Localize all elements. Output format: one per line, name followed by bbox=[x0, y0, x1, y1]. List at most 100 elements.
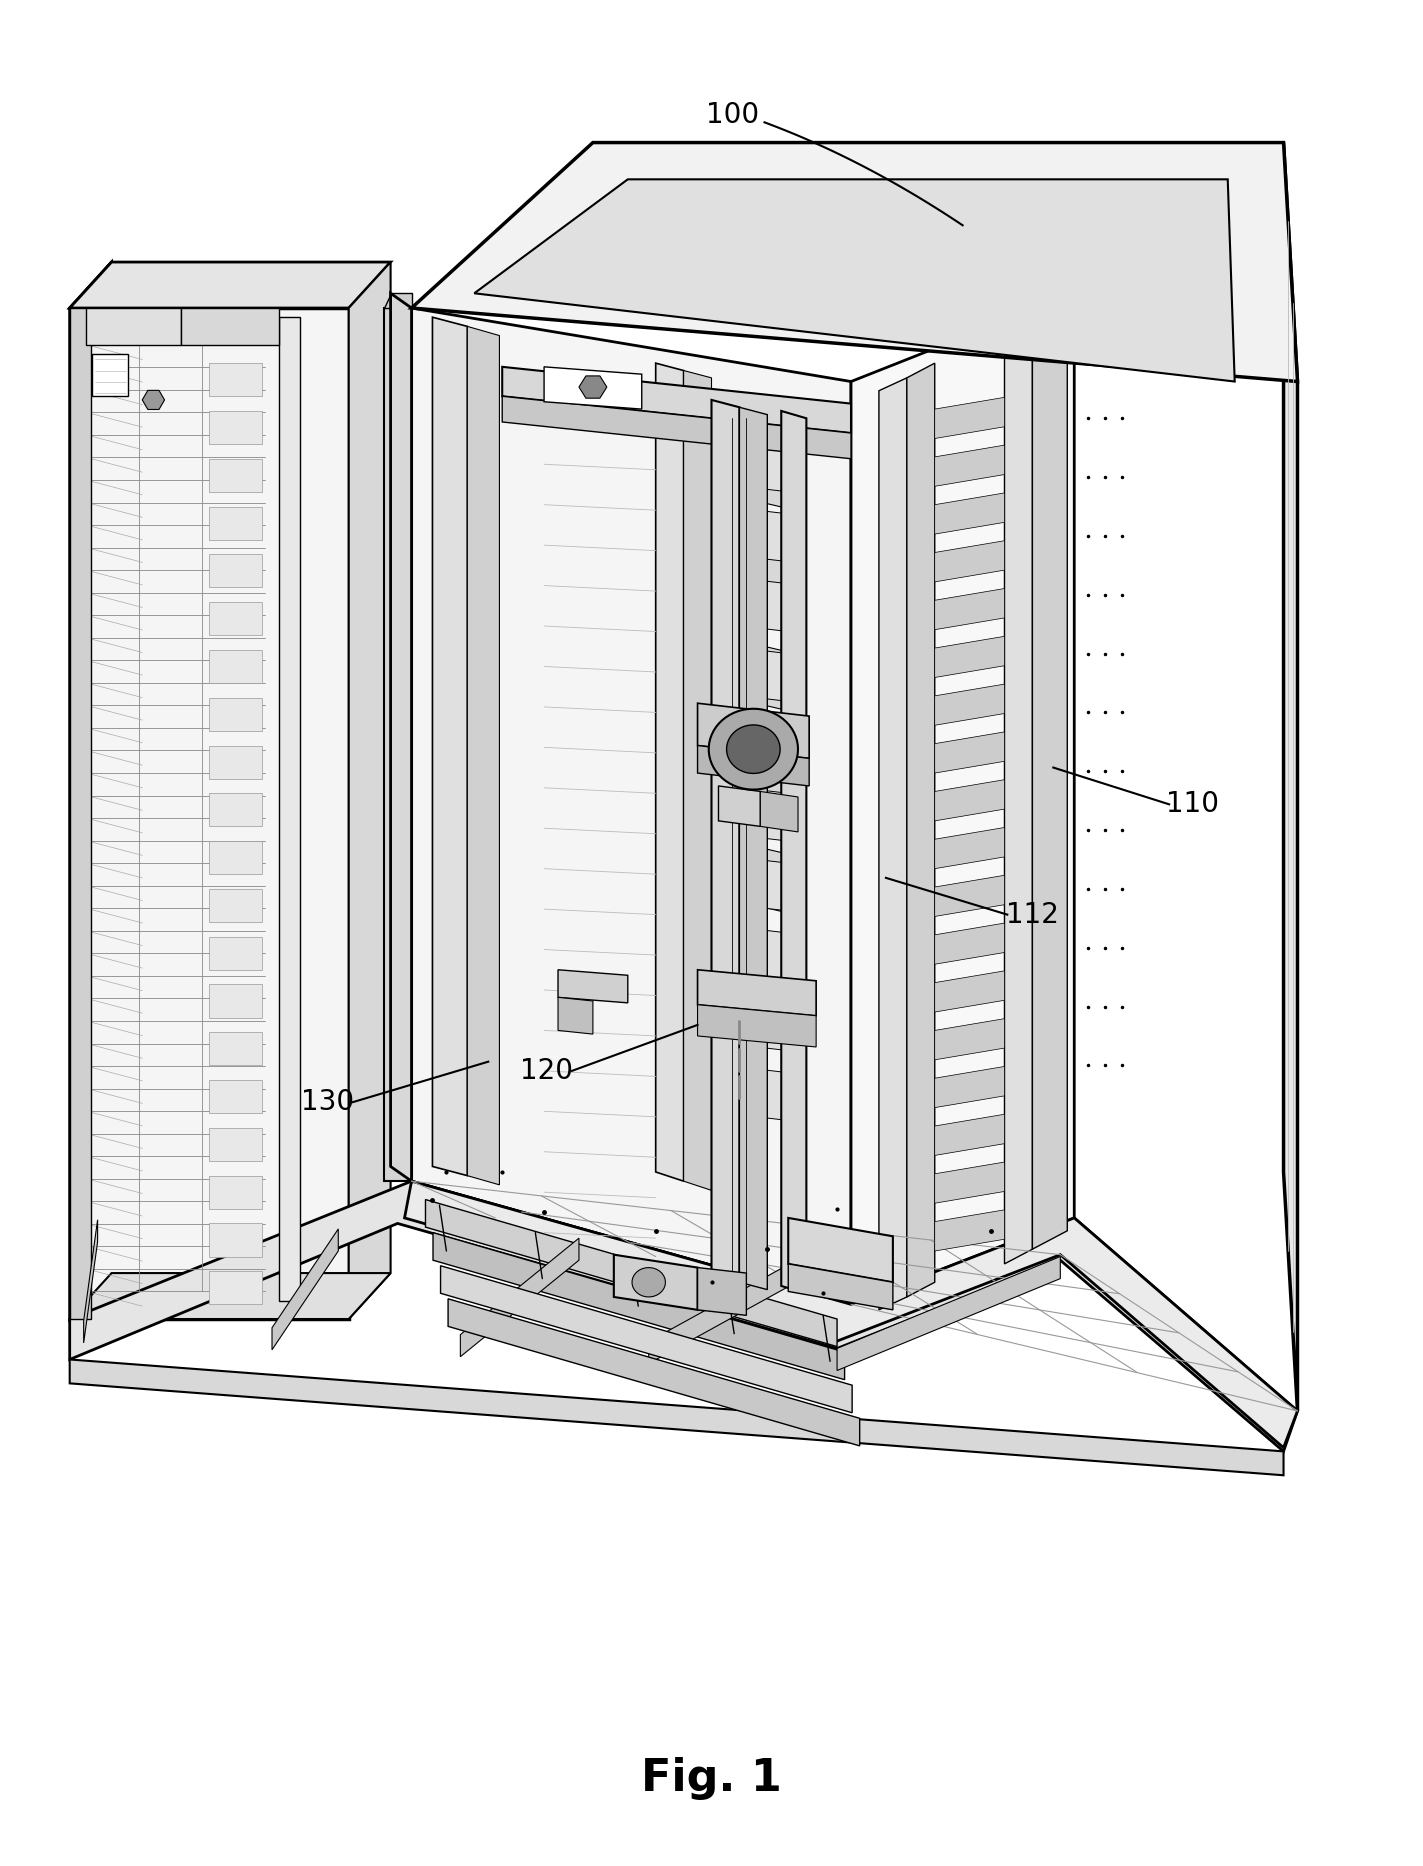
Polygon shape bbox=[1284, 142, 1298, 1411]
Polygon shape bbox=[558, 970, 628, 1002]
Polygon shape bbox=[709, 709, 798, 789]
Polygon shape bbox=[935, 588, 1005, 629]
Polygon shape bbox=[209, 1271, 262, 1304]
Text: 112: 112 bbox=[1006, 901, 1059, 929]
Polygon shape bbox=[935, 875, 1005, 916]
Polygon shape bbox=[209, 985, 262, 1017]
Polygon shape bbox=[279, 317, 300, 1301]
Polygon shape bbox=[70, 1181, 1298, 1452]
Polygon shape bbox=[740, 407, 767, 1289]
Polygon shape bbox=[656, 364, 683, 1181]
Polygon shape bbox=[70, 1360, 1284, 1476]
Polygon shape bbox=[502, 368, 851, 433]
Polygon shape bbox=[733, 537, 795, 612]
Polygon shape bbox=[697, 1267, 747, 1316]
Polygon shape bbox=[467, 327, 499, 1185]
Polygon shape bbox=[142, 390, 165, 409]
Polygon shape bbox=[209, 649, 262, 683]
Polygon shape bbox=[209, 842, 262, 873]
Polygon shape bbox=[781, 411, 807, 1293]
Polygon shape bbox=[92, 355, 128, 396]
Polygon shape bbox=[726, 786, 788, 842]
Polygon shape bbox=[1033, 312, 1067, 1248]
Polygon shape bbox=[935, 924, 1005, 965]
Polygon shape bbox=[209, 603, 262, 634]
Polygon shape bbox=[209, 746, 262, 778]
Polygon shape bbox=[733, 437, 795, 509]
Polygon shape bbox=[879, 377, 906, 1310]
Polygon shape bbox=[384, 293, 411, 308]
Text: 110: 110 bbox=[1167, 791, 1220, 819]
Polygon shape bbox=[935, 685, 1005, 726]
Polygon shape bbox=[209, 411, 262, 444]
Polygon shape bbox=[935, 541, 1005, 582]
Polygon shape bbox=[474, 179, 1235, 381]
Polygon shape bbox=[649, 1246, 820, 1364]
Polygon shape bbox=[935, 446, 1005, 487]
Text: 100: 100 bbox=[706, 101, 758, 129]
Polygon shape bbox=[935, 780, 1005, 821]
Polygon shape bbox=[726, 506, 788, 562]
Polygon shape bbox=[425, 1200, 837, 1347]
Polygon shape bbox=[726, 926, 788, 982]
Polygon shape bbox=[209, 1224, 262, 1256]
Polygon shape bbox=[935, 493, 1005, 534]
Polygon shape bbox=[441, 1265, 852, 1413]
Polygon shape bbox=[209, 937, 262, 970]
Polygon shape bbox=[697, 970, 817, 1015]
Polygon shape bbox=[384, 308, 411, 1181]
Polygon shape bbox=[84, 1220, 98, 1344]
Polygon shape bbox=[726, 1065, 788, 1120]
Polygon shape bbox=[935, 1163, 1005, 1204]
Polygon shape bbox=[935, 970, 1005, 1011]
Polygon shape bbox=[70, 308, 91, 1319]
Polygon shape bbox=[726, 995, 788, 1051]
Polygon shape bbox=[209, 364, 262, 396]
Polygon shape bbox=[935, 636, 1005, 677]
Polygon shape bbox=[697, 1004, 817, 1047]
Polygon shape bbox=[788, 1218, 892, 1282]
Polygon shape bbox=[70, 261, 390, 308]
Polygon shape bbox=[837, 1256, 1060, 1370]
Polygon shape bbox=[411, 308, 851, 1304]
Polygon shape bbox=[935, 397, 1005, 439]
Polygon shape bbox=[209, 1176, 262, 1209]
Polygon shape bbox=[712, 399, 740, 1282]
Polygon shape bbox=[851, 293, 1074, 1304]
Polygon shape bbox=[760, 791, 798, 832]
Polygon shape bbox=[272, 1230, 339, 1349]
Polygon shape bbox=[87, 308, 181, 345]
Polygon shape bbox=[209, 698, 262, 731]
Polygon shape bbox=[558, 996, 593, 1034]
Polygon shape bbox=[349, 261, 390, 1319]
Polygon shape bbox=[726, 717, 788, 771]
Polygon shape bbox=[209, 554, 262, 588]
Polygon shape bbox=[433, 317, 467, 1176]
Polygon shape bbox=[209, 1080, 262, 1114]
Polygon shape bbox=[935, 731, 1005, 773]
Polygon shape bbox=[390, 293, 411, 1181]
Polygon shape bbox=[697, 746, 810, 786]
Polygon shape bbox=[726, 437, 788, 493]
Polygon shape bbox=[727, 724, 780, 773]
Polygon shape bbox=[906, 364, 935, 1297]
Polygon shape bbox=[697, 703, 810, 758]
Polygon shape bbox=[935, 1209, 1005, 1250]
Polygon shape bbox=[70, 1273, 390, 1319]
Polygon shape bbox=[733, 638, 795, 713]
Polygon shape bbox=[461, 1239, 579, 1357]
Polygon shape bbox=[70, 308, 349, 1319]
Polygon shape bbox=[448, 1299, 859, 1446]
Polygon shape bbox=[613, 1254, 697, 1310]
Text: 120: 120 bbox=[521, 1056, 573, 1084]
Polygon shape bbox=[209, 888, 262, 922]
Polygon shape bbox=[70, 261, 411, 345]
Polygon shape bbox=[544, 368, 642, 409]
Text: Fig. 1: Fig. 1 bbox=[642, 1758, 781, 1801]
Polygon shape bbox=[726, 577, 788, 631]
Polygon shape bbox=[788, 1263, 892, 1310]
Polygon shape bbox=[209, 506, 262, 539]
Polygon shape bbox=[70, 261, 111, 1319]
Polygon shape bbox=[726, 856, 788, 911]
Polygon shape bbox=[209, 459, 262, 493]
